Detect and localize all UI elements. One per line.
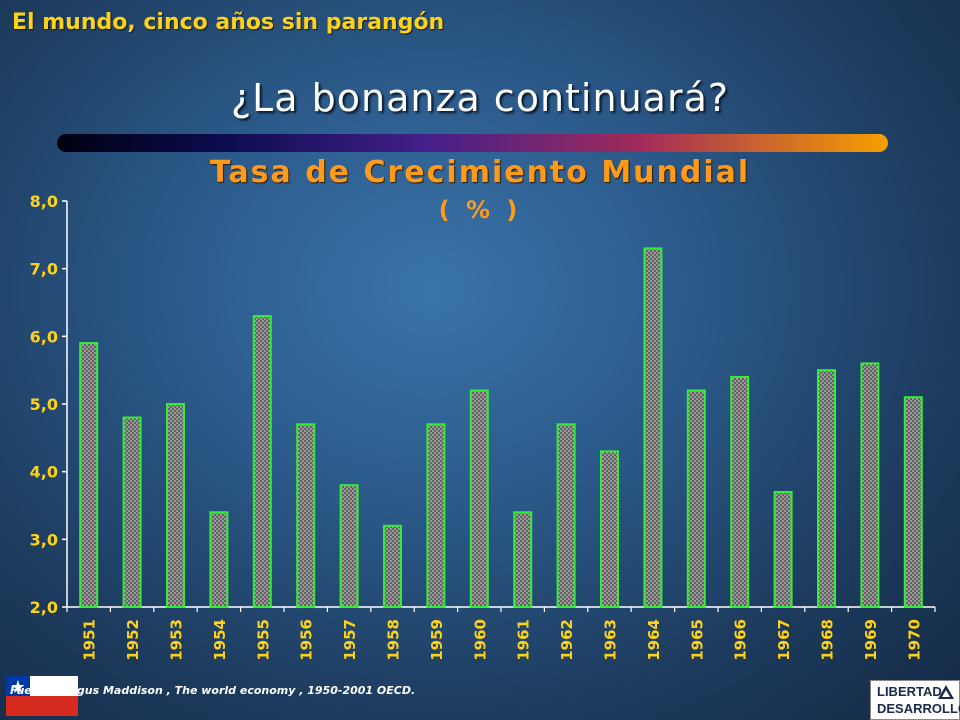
x-tick-label: 1965 xyxy=(688,619,706,661)
x-tick-label: 1959 xyxy=(428,619,446,661)
x-tick-label: 1962 xyxy=(558,619,576,661)
x-tick-label: 1958 xyxy=(385,619,403,661)
x-tick-label: 1963 xyxy=(602,619,620,661)
bar-1964 xyxy=(643,247,663,608)
bar-1967 xyxy=(773,490,793,609)
x-tick-label: 1955 xyxy=(254,619,272,661)
bar-1960 xyxy=(469,389,489,609)
bar-chart: 2,0 3,0 4,0 5,0 6,0 7,0 8,0 1951 1952 1953 1954 195… xyxy=(29,192,924,661)
x-tick-label: 1969 xyxy=(862,619,880,661)
bar-1965 xyxy=(686,389,706,609)
bar-1951 xyxy=(79,342,99,608)
x-tick-label: 1956 xyxy=(298,619,316,661)
bar-1959 xyxy=(426,423,446,608)
triangle-mark-icon xyxy=(938,685,954,699)
y-tick-label: 8,0 xyxy=(30,192,58,211)
bar-1957 xyxy=(339,484,359,609)
bar-1958 xyxy=(383,524,402,608)
bar-1953 xyxy=(166,403,185,608)
y-tick-label: 3,0 xyxy=(30,530,58,549)
chart-title: Tasa de Crecimiento Mundial xyxy=(209,155,751,190)
x-tick-label: 1966 xyxy=(732,619,750,661)
x-tick-label: 1951 xyxy=(81,619,99,661)
bar-1970 xyxy=(903,396,923,608)
source-note: Fuente: Angus Maddison , The world econo… xyxy=(10,684,416,697)
logo-text-line1: LIBERTAD xyxy=(877,684,942,699)
chile-flag-icon xyxy=(6,676,78,716)
x-tick-label: 1967 xyxy=(775,619,793,661)
x-tick-label: 1964 xyxy=(645,619,663,661)
bar-1955 xyxy=(252,315,272,608)
x-tick-label: 1960 xyxy=(471,619,489,661)
title-divider-bar xyxy=(57,134,888,152)
x-tick-label: 1970 xyxy=(905,619,923,661)
x-tick-label: 1953 xyxy=(168,619,186,661)
y-tick-label: 2,0 xyxy=(30,598,58,617)
bar-1952 xyxy=(122,416,142,608)
bar-1962 xyxy=(556,423,576,608)
libertad-desarrollo-logo: LIBERTAD DESARROLLO xyxy=(870,680,960,720)
x-tick-label: 1961 xyxy=(515,619,533,661)
y-tick-label: 7,0 xyxy=(30,260,58,279)
bar-1954 xyxy=(209,511,229,608)
logo-text-line2: DESARROLLO xyxy=(877,701,960,716)
x-tick-label: 1954 xyxy=(211,619,229,661)
header-title: El mundo, cinco años sin parangón xyxy=(12,10,445,35)
slide-title: ¿La bonanza continuará? xyxy=(230,76,730,120)
bar-1968 xyxy=(817,369,836,608)
chart-subtitle: ( % ) xyxy=(438,196,522,224)
bar-1963 xyxy=(600,450,619,608)
bar-1969 xyxy=(860,362,880,608)
x-tick-label: 1952 xyxy=(124,619,142,661)
bar-1956 xyxy=(296,423,316,608)
x-tick-label: 1968 xyxy=(819,619,837,661)
y-tick-label: 5,0 xyxy=(30,395,58,414)
x-tick-label: 1957 xyxy=(341,619,359,661)
bar-1961 xyxy=(513,511,533,608)
bar-1966 xyxy=(730,375,750,608)
y-tick-label: 4,0 xyxy=(30,463,58,482)
y-tick-label: 6,0 xyxy=(30,327,58,346)
